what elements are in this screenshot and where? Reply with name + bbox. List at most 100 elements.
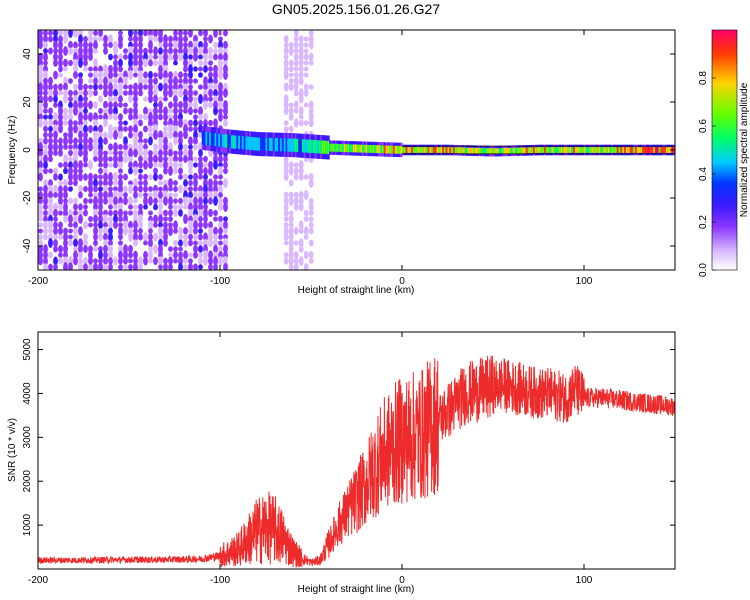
signal-band-cell bbox=[365, 144, 368, 153]
noise-cell bbox=[53, 173, 58, 181]
noise-cell bbox=[183, 258, 188, 264]
noise-cell bbox=[188, 168, 193, 174]
noise-cell bbox=[218, 227, 223, 235]
noise-cell bbox=[298, 173, 304, 181]
noise-cell bbox=[298, 106, 304, 116]
noise-cell bbox=[138, 173, 143, 181]
noise-cell bbox=[198, 209, 203, 217]
noise-cell bbox=[283, 203, 289, 211]
signal-band-cell bbox=[614, 147, 618, 153]
noise-cell bbox=[308, 52, 314, 62]
noise-cell bbox=[83, 233, 88, 241]
noise-cell bbox=[213, 233, 218, 241]
noise-cell bbox=[173, 114, 178, 120]
noise-cell bbox=[63, 215, 68, 223]
noise-cell bbox=[298, 71, 304, 79]
noise-cell bbox=[88, 160, 93, 170]
noise-cell bbox=[203, 113, 208, 121]
noise-cell bbox=[63, 144, 68, 150]
signal-band-cell bbox=[285, 138, 288, 152]
noise-cell bbox=[128, 167, 133, 175]
noise-cell bbox=[198, 93, 203, 105]
noise-cell bbox=[108, 172, 113, 182]
noise-cell bbox=[58, 65, 63, 73]
noise-cell bbox=[68, 30, 73, 38]
noise-cell bbox=[58, 226, 63, 236]
noise-cell bbox=[93, 178, 98, 188]
signal-band-cell bbox=[640, 147, 643, 153]
noise-cell bbox=[43, 108, 48, 114]
noise-cell bbox=[223, 263, 228, 270]
noise-cell bbox=[73, 47, 78, 55]
noise-cell bbox=[133, 250, 138, 260]
colorbar-ticks: 0.0 0.2 0.4 0.6 0.8 bbox=[698, 71, 716, 277]
noise-cell bbox=[88, 30, 93, 37]
noise-cell bbox=[63, 30, 68, 36]
signal-band-cell bbox=[254, 137, 257, 151]
x-tick-label: 0 bbox=[399, 575, 405, 586]
signal-band-cell bbox=[636, 147, 640, 153]
noise-cell bbox=[198, 221, 203, 229]
noise-cell bbox=[83, 59, 88, 67]
noise-cell bbox=[138, 180, 143, 186]
noise-cell bbox=[188, 186, 193, 192]
noise-cell bbox=[73, 160, 78, 170]
noise-cell bbox=[178, 88, 183, 98]
noise-cell bbox=[188, 144, 193, 150]
noise-cell bbox=[38, 78, 43, 84]
noise-cell bbox=[63, 120, 68, 126]
signal-band-cell bbox=[369, 145, 372, 153]
noise-cell bbox=[48, 125, 53, 133]
noise-cell bbox=[83, 52, 88, 62]
noise-cell bbox=[88, 78, 93, 84]
noise-cell bbox=[198, 233, 203, 241]
signal-band-cell bbox=[505, 148, 508, 154]
noise-cell bbox=[43, 204, 48, 210]
noise-cell bbox=[283, 54, 289, 60]
noise-cell bbox=[103, 214, 108, 224]
noise-cell bbox=[173, 95, 178, 103]
noise-cell bbox=[108, 96, 113, 102]
noise-cell bbox=[103, 191, 108, 199]
noise-cell bbox=[113, 196, 118, 206]
noise-cell bbox=[113, 186, 118, 192]
noise-cell bbox=[188, 197, 193, 205]
noise-cell bbox=[208, 221, 213, 229]
signal-band-cell bbox=[549, 147, 552, 153]
signal-band-cell bbox=[321, 140, 325, 154]
noise-cell bbox=[83, 83, 88, 91]
noise-cell bbox=[133, 198, 138, 204]
noise-cell bbox=[128, 264, 133, 270]
noise-cell bbox=[78, 226, 83, 236]
noise-cell bbox=[53, 119, 58, 127]
noise-cell bbox=[158, 58, 163, 68]
signal-band-cell bbox=[584, 147, 587, 153]
noise-cell bbox=[143, 125, 148, 133]
noise-cell bbox=[158, 70, 163, 80]
noise-cell bbox=[43, 220, 48, 230]
noise-cell bbox=[48, 197, 53, 205]
signal-band-cell bbox=[434, 147, 438, 153]
noise-cell bbox=[103, 76, 108, 86]
signal-band-cell bbox=[214, 133, 217, 147]
noise-cell bbox=[213, 89, 218, 97]
noise-cell bbox=[48, 137, 53, 145]
noise-cell bbox=[213, 216, 218, 222]
signal-band-cell bbox=[382, 145, 385, 154]
noise-cell bbox=[193, 156, 198, 162]
noise-cell bbox=[168, 209, 173, 217]
signal-band-cell bbox=[473, 147, 476, 154]
signal-band-cell bbox=[352, 144, 356, 153]
noise-cell bbox=[308, 198, 314, 204]
noise-cell bbox=[168, 252, 173, 258]
noise-cell bbox=[173, 107, 178, 115]
noise-cell bbox=[153, 46, 158, 56]
noise-cell bbox=[48, 47, 53, 55]
noise-cell bbox=[173, 52, 178, 62]
noise-cell bbox=[293, 203, 299, 211]
noise-cell bbox=[148, 173, 153, 181]
noise-cell bbox=[133, 209, 138, 217]
noise-cell bbox=[208, 263, 213, 270]
noise-cell bbox=[93, 226, 98, 236]
noise-cell bbox=[288, 161, 294, 169]
